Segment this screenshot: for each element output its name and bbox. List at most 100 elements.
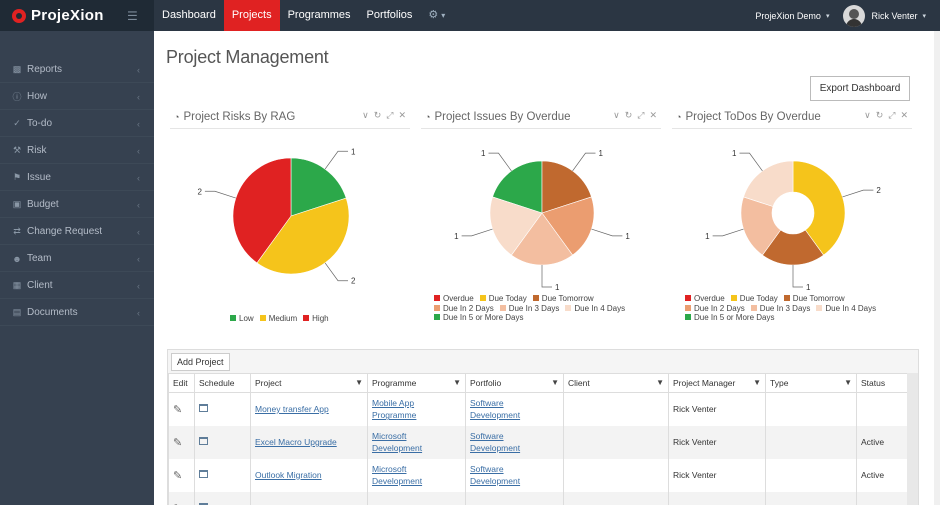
- pie-slice[interactable]: [792, 160, 846, 256]
- legend-item[interactable]: Due In 2 Days: [685, 304, 745, 314]
- collapse-icon[interactable]: ∨: [362, 110, 369, 120]
- close-icon[interactable]: ✕: [900, 110, 908, 120]
- project-link[interactable]: Project X1: [255, 503, 294, 505]
- legend-item[interactable]: Low: [230, 314, 254, 324]
- pie-slice[interactable]: [541, 196, 595, 256]
- sidebar-item-todo[interactable]: ✓ To-do ‹: [0, 111, 154, 137]
- org-selector[interactable]: ProjeXion Demo ▾: [755, 11, 829, 21]
- fullscreen-icon[interactable]: ⤢: [888, 110, 896, 120]
- sidebar-item-change-request[interactable]: ⇄ Change Request ‹: [0, 219, 154, 245]
- sidebar-item-issue[interactable]: ⚑ Issue ‹: [0, 165, 154, 191]
- sidebar-item-documents[interactable]: ▤ Documents ‹: [0, 300, 154, 326]
- add-project-button[interactable]: Add Project: [171, 353, 230, 371]
- filter-icon[interactable]: ▼: [453, 378, 461, 387]
- collapse-icon[interactable]: ∨: [613, 110, 620, 120]
- calendar-icon[interactable]: [199, 470, 208, 478]
- legend-item[interactable]: High: [303, 314, 329, 324]
- nav-programmes[interactable]: Programmes: [287, 9, 351, 21]
- sidebar-item-budget[interactable]: ▣ Budget ‹: [0, 192, 154, 218]
- reload-icon[interactable]: ↻: [624, 110, 633, 120]
- main-nav: Dashboard Projects Programmes Portfolios…: [154, 0, 453, 31]
- project-link[interactable]: Money transfer App: [255, 404, 329, 414]
- legend-item[interactable]: Due Tomorrow: [532, 294, 594, 304]
- filter-icon[interactable]: ▼: [753, 378, 761, 387]
- pie-slice[interactable]: [256, 197, 350, 275]
- col-portfolio[interactable]: Portfolio ▼: [465, 373, 564, 393]
- brand[interactable]: ProjeXion ☰: [0, 0, 154, 31]
- portfolio-link[interactable]: Software Development: [470, 464, 520, 487]
- pie-slice[interactable]: [743, 160, 794, 207]
- pencil-icon[interactable]: ✎: [173, 469, 183, 482]
- portfolio-cell: [465, 491, 564, 505]
- question-icon: ⓘ: [12, 92, 22, 102]
- pie-slice[interactable]: [232, 157, 292, 264]
- legend-item[interactable]: Due In 5 or More Days: [434, 313, 523, 323]
- pie-slice[interactable]: [492, 160, 543, 214]
- pencil-icon[interactable]: ✎: [173, 503, 182, 505]
- reload-icon[interactable]: ↻: [875, 110, 884, 120]
- pencil-icon[interactable]: ✎: [173, 403, 183, 416]
- col-project[interactable]: Project ▼: [250, 373, 368, 393]
- legend-item[interactable]: Due Today: [479, 294, 527, 304]
- pie-slice[interactable]: [511, 212, 573, 266]
- col-schedule[interactable]: Schedule: [194, 373, 251, 393]
- pie-slice[interactable]: [541, 160, 592, 214]
- programme-link[interactable]: Mobile App Programme: [372, 398, 416, 421]
- close-icon[interactable]: ✕: [649, 110, 657, 120]
- filter-icon[interactable]: ▼: [844, 378, 852, 387]
- project-link[interactable]: Outlook Migration: [255, 469, 322, 480]
- page-scrollbar[interactable]: [934, 31, 940, 505]
- nav-projects[interactable]: Projects: [223, 0, 280, 31]
- legend-item[interactable]: Due In 4 Days: [816, 304, 876, 314]
- settings-menu[interactable]: ⚙ ▾: [420, 0, 453, 31]
- sidebar-item-client[interactable]: ▦ Client ‹: [0, 273, 154, 299]
- filter-icon[interactable]: ▼: [656, 378, 664, 387]
- fullscreen-icon[interactable]: ⤢: [637, 110, 645, 120]
- legend-item[interactable]: Due In 3 Days: [499, 304, 559, 314]
- legend-item[interactable]: Overdue: [685, 294, 725, 304]
- legend-item[interactable]: Due In 2 Days: [434, 304, 494, 314]
- project-link[interactable]: Excel Macro Upgrade: [255, 436, 337, 447]
- menu-toggle-icon[interactable]: ☰: [127, 9, 138, 23]
- programme-link[interactable]: Microsoft Development: [372, 464, 422, 487]
- client-cell: [563, 458, 669, 492]
- portfolio-link[interactable]: Software Development: [470, 398, 520, 421]
- legend-item[interactable]: Due Tomorrow: [783, 294, 845, 304]
- export-dashboard-button[interactable]: Export Dashboard: [810, 76, 910, 101]
- calendar-icon[interactable]: [199, 503, 208, 505]
- sidebar-item-reports[interactable]: ▩ Reports ‹: [0, 57, 154, 83]
- legend-label: Due Tomorrow: [792, 294, 845, 303]
- nav-portfolios[interactable]: Portfolios: [366, 9, 413, 21]
- legend-item[interactable]: Due In 5 or More Days: [685, 313, 774, 323]
- col-edit[interactable]: Edit: [168, 373, 195, 393]
- col-project-manager[interactable]: Project Manager ▼: [668, 373, 766, 393]
- user-menu[interactable]: Rick Venter ▾: [843, 4, 926, 27]
- calendar-icon[interactable]: [199, 404, 208, 413]
- legend-item[interactable]: Due In 4 Days: [565, 304, 625, 314]
- nav-dashboard[interactable]: Dashboard: [162, 9, 216, 21]
- sidebar-item-how[interactable]: ⓘ How ‹: [0, 84, 154, 110]
- col-client[interactable]: Client ▼: [563, 373, 669, 393]
- pie-slice[interactable]: [489, 196, 543, 256]
- close-icon[interactable]: ✕: [398, 110, 406, 120]
- legend-item[interactable]: Due In 3 Days: [750, 304, 810, 314]
- col-programme[interactable]: Programme ▼: [367, 373, 466, 393]
- filter-icon[interactable]: ▼: [355, 378, 363, 387]
- programme-link[interactable]: Microsoft Development: [372, 431, 422, 454]
- legend-item[interactable]: Medium: [259, 314, 297, 324]
- pie-slice[interactable]: [290, 157, 347, 217]
- sidebar-item-team[interactable]: ☻ Team ‹: [0, 246, 154, 272]
- reload-icon[interactable]: ↻: [373, 110, 382, 120]
- col-type[interactable]: Type ▼: [765, 373, 857, 393]
- calendar-icon[interactable]: [199, 437, 208, 445]
- table-scrollbar[interactable]: [907, 373, 918, 505]
- legend-item[interactable]: Due Today: [730, 294, 778, 304]
- legend-item[interactable]: Overdue: [434, 294, 474, 304]
- col-status[interactable]: Status: [856, 373, 909, 393]
- collapse-icon[interactable]: ∨: [864, 110, 871, 120]
- sidebar-item-risk[interactable]: ⚒ Risk ‹: [0, 138, 154, 164]
- portfolio-link[interactable]: Software Development: [470, 431, 520, 454]
- filter-icon[interactable]: ▼: [551, 378, 559, 387]
- pencil-icon[interactable]: ✎: [173, 436, 183, 449]
- fullscreen-icon[interactable]: ⤢: [386, 110, 394, 120]
